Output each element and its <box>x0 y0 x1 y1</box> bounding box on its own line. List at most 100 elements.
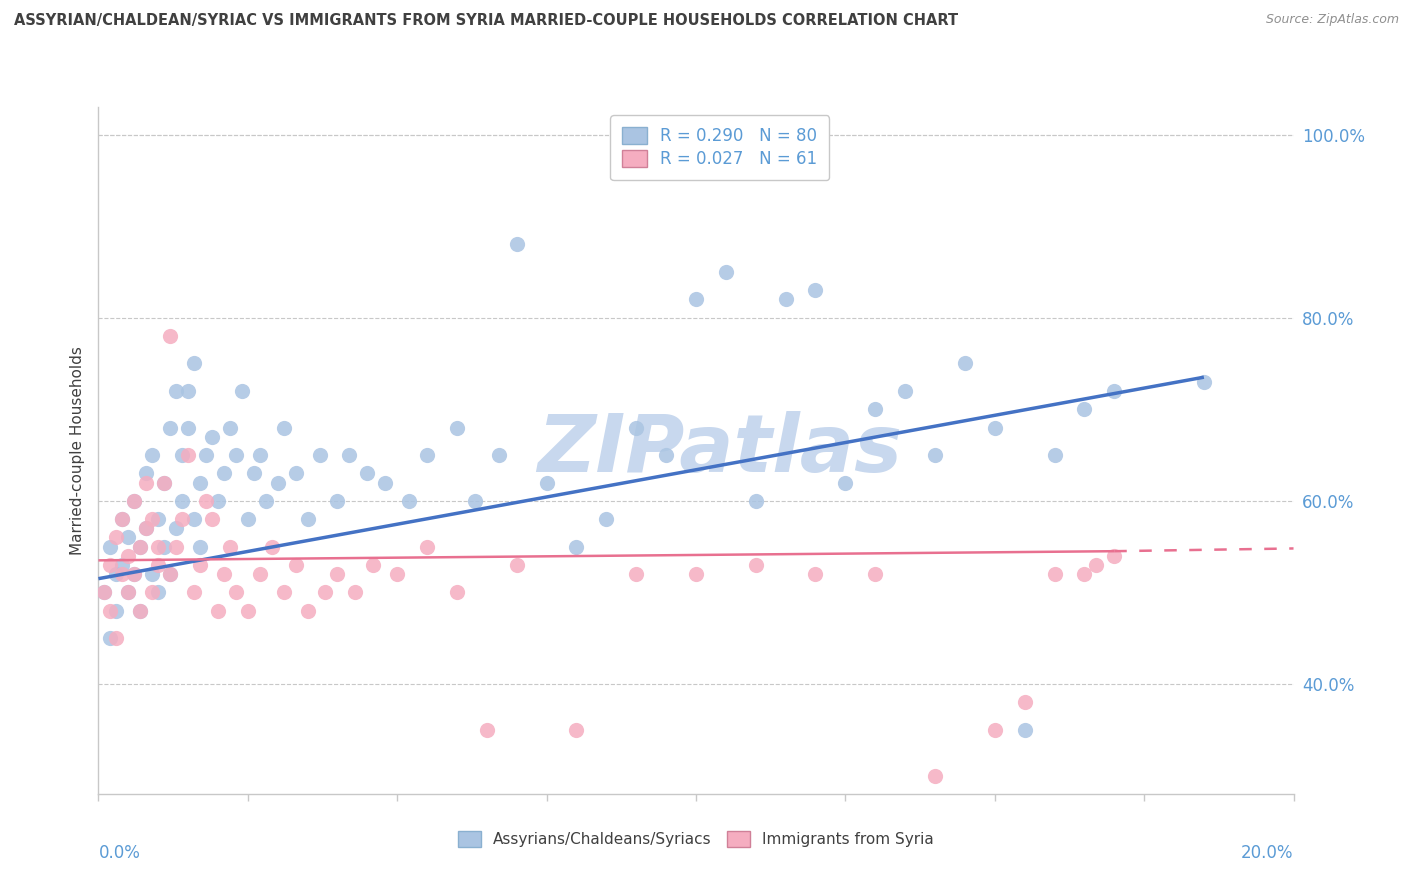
Point <box>148 540 170 554</box>
Point <box>745 493 768 508</box>
Point <box>135 475 157 490</box>
Point <box>284 467 307 481</box>
Point <box>117 531 139 545</box>
Point <box>172 512 194 526</box>
Point <box>446 585 468 599</box>
Point <box>326 567 349 582</box>
Point <box>105 531 128 545</box>
Point <box>105 567 128 582</box>
Point <box>1043 567 1066 582</box>
Point <box>475 723 498 737</box>
Point <box>385 567 409 582</box>
Point <box>374 475 396 490</box>
Text: 0.0%: 0.0% <box>98 844 141 863</box>
Point <box>260 540 283 554</box>
Point <box>249 567 271 582</box>
Point <box>326 493 349 508</box>
Point <box>124 567 146 582</box>
Point <box>273 420 295 434</box>
Point <box>536 475 558 490</box>
Point <box>953 356 976 370</box>
Point <box>225 448 247 462</box>
Point <box>135 521 157 535</box>
Point <box>685 293 707 307</box>
Point <box>924 448 946 462</box>
Point <box>201 430 224 444</box>
Point <box>804 283 827 297</box>
Point <box>98 540 122 554</box>
Point <box>105 604 128 618</box>
Point <box>1073 567 1095 582</box>
Point <box>201 512 224 526</box>
Point <box>565 723 588 737</box>
Point <box>339 448 361 462</box>
Point <box>117 585 139 599</box>
Point <box>195 448 218 462</box>
Point <box>117 585 139 599</box>
Point <box>984 723 1007 737</box>
Point <box>297 604 319 618</box>
Point <box>159 329 181 343</box>
Point <box>865 567 887 582</box>
Point <box>356 467 378 481</box>
Point <box>129 604 152 618</box>
Point <box>105 631 128 645</box>
Point <box>212 467 235 481</box>
Point <box>685 567 707 582</box>
Point <box>1085 558 1108 572</box>
Point <box>129 604 152 618</box>
Point <box>416 540 439 554</box>
Point <box>626 420 648 434</box>
Point <box>273 585 295 599</box>
Point <box>745 558 768 572</box>
Point <box>195 493 218 508</box>
Point <box>284 558 307 572</box>
Point <box>141 567 163 582</box>
Legend: Assyrians/Chaldeans/Syriacs, Immigrants from Syria: Assyrians/Chaldeans/Syriacs, Immigrants … <box>450 823 942 855</box>
Point <box>1192 375 1215 389</box>
Point <box>159 567 181 582</box>
Point <box>1043 448 1066 462</box>
Point <box>834 475 856 490</box>
Point <box>984 420 1007 434</box>
Point <box>231 384 253 398</box>
Point <box>1104 549 1126 563</box>
Point <box>488 448 510 462</box>
Point <box>111 558 134 572</box>
Point <box>236 604 259 618</box>
Point <box>775 293 797 307</box>
Point <box>315 585 337 599</box>
Text: ZIPatlas: ZIPatlas <box>537 411 903 490</box>
Point <box>1014 695 1036 709</box>
Text: Source: ZipAtlas.com: Source: ZipAtlas.com <box>1265 13 1399 27</box>
Point <box>129 540 152 554</box>
Point <box>446 420 468 434</box>
Point <box>363 558 385 572</box>
Point <box>135 467 157 481</box>
Point <box>595 512 617 526</box>
Point <box>714 265 737 279</box>
Point <box>626 567 648 582</box>
Point <box>565 540 588 554</box>
Point <box>865 402 887 417</box>
Point <box>183 356 205 370</box>
Point <box>172 448 194 462</box>
Point <box>98 604 122 618</box>
Point <box>98 631 122 645</box>
Point <box>165 540 187 554</box>
Point <box>135 521 157 535</box>
Point <box>177 384 200 398</box>
Point <box>416 448 439 462</box>
Point <box>177 448 200 462</box>
Point <box>254 493 277 508</box>
Point <box>464 493 486 508</box>
Point <box>148 558 170 572</box>
Point <box>141 448 163 462</box>
Point <box>93 585 115 599</box>
Point <box>98 558 122 572</box>
Point <box>141 585 163 599</box>
Point <box>177 420 200 434</box>
Point <box>243 467 266 481</box>
Text: ASSYRIAN/CHALDEAN/SYRIAC VS IMMIGRANTS FROM SYRIA MARRIED-COUPLE HOUSEHOLDS CORR: ASSYRIAN/CHALDEAN/SYRIAC VS IMMIGRANTS F… <box>14 13 957 29</box>
Point <box>249 448 271 462</box>
